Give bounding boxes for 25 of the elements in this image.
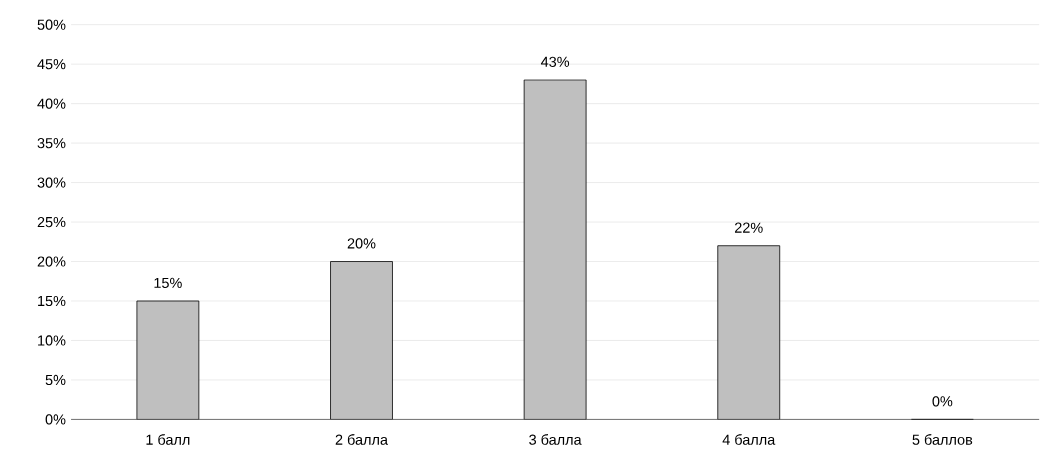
data-label: 22% [734, 222, 763, 233]
bar [523, 79, 587, 420]
y-tick-label: 5% [45, 374, 66, 386]
x-tick-label: 4 балла [722, 434, 776, 445]
data-label: 0% [932, 396, 953, 407]
x-tick-label: 1 балл [146, 434, 190, 445]
y-tick-label: 10% [38, 335, 66, 346]
y-tick-label: 35% [37, 138, 66, 149]
data-label: 20% [347, 238, 376, 249]
bar [330, 261, 393, 420]
y-tick-label: 0% [45, 414, 66, 425]
y-tick-label: 15% [38, 295, 66, 307]
x-tick-label: 3 балла [529, 434, 582, 445]
y-tick-label: 40% [37, 98, 66, 109]
bar [136, 300, 200, 420]
x-tick-label: 5 баллов [912, 434, 973, 445]
y-tick-label: 25% [37, 216, 66, 228]
data-label: 15% [154, 277, 182, 289]
y-tick-label: 30% [37, 177, 66, 188]
y-tick-label: 20% [37, 256, 66, 267]
y-tick-label: 45% [37, 59, 66, 70]
data-label: 43% [540, 56, 570, 68]
x-tick-label: 2 балла [335, 434, 388, 445]
bar [717, 245, 781, 420]
y-tick-label: 50% [37, 19, 66, 30]
